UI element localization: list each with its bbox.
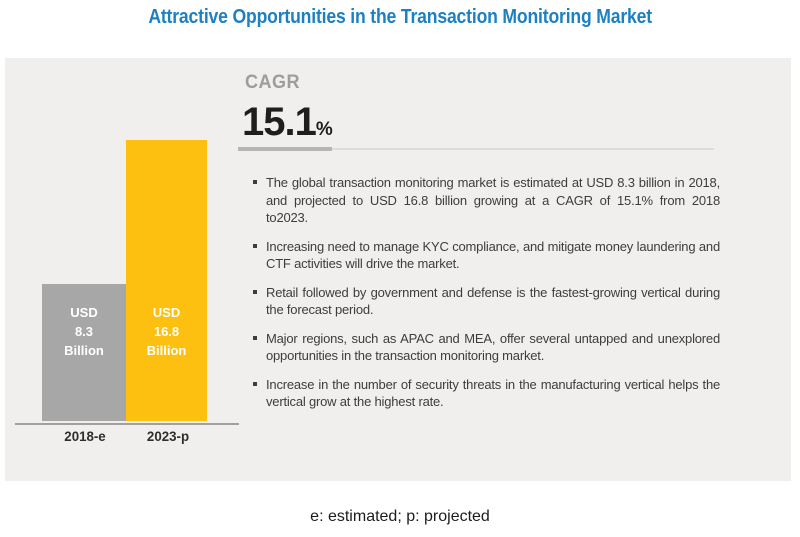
list-item: The global transaction monitoring market…: [252, 174, 720, 227]
bullet-text: Major regions, such as APAC and MEA, off…: [266, 330, 720, 364]
bullet-text: Increase in the number of security threa…: [266, 376, 720, 410]
cagr-value: 15.1%: [242, 100, 333, 145]
bullet-text: The global transaction monitoring market…: [266, 175, 720, 225]
bar-2023-projected: [126, 140, 207, 421]
list-item: Major regions, such as APAC and MEA, off…: [252, 330, 720, 365]
cagr-label: CAGR: [245, 72, 301, 93]
bullet-square-icon: [253, 180, 257, 184]
list-item: Increasing need to manage KYC compliance…: [252, 238, 720, 273]
bullet-square-icon: [253, 289, 257, 294]
footnote: e: estimated; p: projected: [310, 508, 490, 525]
bar-2023-unit: Billion: [146, 343, 187, 358]
page-title: Attractive Opportunities in the Transact…: [148, 6, 652, 28]
x-axis-label-2023p: 2023-p: [146, 428, 190, 444]
bar-2023-value-label: USD 16.8 Billion: [126, 303, 207, 360]
bar-2018-amount: 8.3: [74, 324, 94, 339]
x-axis-label-2018e: 2018-e: [64, 428, 106, 444]
bullet-text: Increasing need to manage KYC compliance…: [266, 238, 720, 272]
percent-sign: %: [315, 119, 333, 140]
bullet-square-icon: [253, 381, 257, 386]
bullet-square-icon: [253, 335, 257, 340]
bar-2018-estimated: [42, 284, 126, 421]
list-item: Increase in the number of security threa…: [252, 376, 720, 411]
key-insights-list: The global transaction monitoring market…: [252, 174, 720, 422]
infographic-panel: USD 8.3 Billion USD 16.8 Billion 2018-e …: [5, 58, 791, 481]
bar-2018-value-label: USD 8.3 Billion: [42, 303, 126, 360]
bullet-square-icon: [253, 243, 257, 248]
x-axis-line: [15, 423, 239, 425]
cagr-underline-dark: [238, 147, 332, 151]
bar-2018-currency: USD: [70, 305, 98, 320]
bar-2023-amount: 16.8: [153, 324, 180, 339]
bar-2023-currency: USD: [152, 305, 181, 320]
bullet-text: Retail followed by government and defens…: [266, 284, 720, 318]
list-item: Retail followed by government and defens…: [252, 284, 720, 319]
title-container: Attractive Opportunities in the Transact…: [0, 6, 800, 29]
bar-2018-unit: Billion: [64, 343, 104, 358]
cagr-number: 15.1: [242, 100, 317, 144]
cagr-underline-light: [332, 148, 714, 150]
